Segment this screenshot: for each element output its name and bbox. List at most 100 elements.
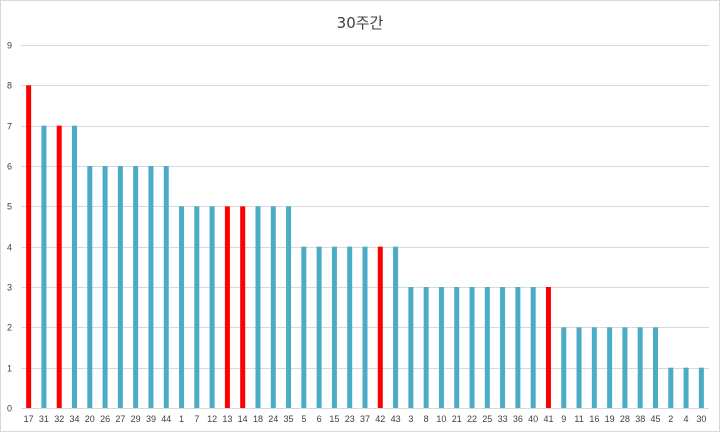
x-tick-label: 17 <box>24 414 34 424</box>
bar-2 <box>668 367 674 408</box>
x-tick-label: 28 <box>620 414 630 424</box>
bar-23 <box>347 246 353 408</box>
bar-7 <box>194 206 200 408</box>
bar-30 <box>698 367 704 408</box>
bar-40 <box>530 287 536 408</box>
bar-17 <box>26 85 32 408</box>
x-tick-label: 6 <box>317 414 322 424</box>
y-tick-label: 5 <box>7 202 12 212</box>
x-tick-label: 32 <box>54 414 64 424</box>
x-tick-label: 16 <box>589 414 599 424</box>
x-tick-label: 36 <box>513 414 523 424</box>
x-tick-label: 15 <box>329 414 339 424</box>
bar-6 <box>316 246 322 408</box>
x-tick-label: 27 <box>115 414 125 424</box>
bar-32 <box>56 125 62 409</box>
x-tick-label: 30 <box>696 414 706 424</box>
bar-20 <box>87 166 93 408</box>
x-tick-label: 31 <box>39 414 49 424</box>
x-tick-label: 40 <box>528 414 538 424</box>
x-tick-label: 26 <box>100 414 110 424</box>
x-tick-label: 23 <box>345 414 355 424</box>
x-tick-label: 4 <box>684 414 689 424</box>
x-tick-label: 1 <box>179 414 184 424</box>
bar-41 <box>545 287 551 408</box>
x-tick-label: 19 <box>605 414 615 424</box>
bar-1 <box>179 206 185 408</box>
bar-31 <box>41 125 47 409</box>
x-tick-label: 10 <box>436 414 446 424</box>
bar-12 <box>209 206 215 408</box>
x-tick-label: 20 <box>85 414 95 424</box>
bar-10 <box>438 287 444 408</box>
x-tick-label: 12 <box>207 414 217 424</box>
bar-18 <box>255 206 261 408</box>
x-tick-label: 14 <box>238 414 248 424</box>
bar-24 <box>270 206 276 408</box>
bar-13 <box>224 206 230 408</box>
bar-25 <box>484 287 490 408</box>
x-tick-label: 24 <box>268 414 278 424</box>
y-tick-label: 1 <box>7 364 12 374</box>
y-tick-label: 4 <box>7 243 12 253</box>
x-tick-label: 43 <box>391 414 401 424</box>
y-tick-label: 7 <box>7 122 12 132</box>
bar-42 <box>377 246 383 408</box>
x-tick-label: 25 <box>482 414 492 424</box>
y-tick-label: 6 <box>7 162 12 172</box>
bar-29 <box>133 166 139 408</box>
bar-39 <box>148 166 154 408</box>
x-tick-label: 45 <box>650 414 660 424</box>
bar-21 <box>454 287 460 408</box>
bar-14 <box>240 206 246 408</box>
x-tick-label: 5 <box>301 414 306 424</box>
bar-35 <box>286 206 292 408</box>
x-tick-label: 2 <box>668 414 673 424</box>
x-tick-label: 18 <box>253 414 263 424</box>
x-tick-label: 3 <box>408 414 413 424</box>
x-tick-label: 13 <box>222 414 232 424</box>
x-tick-label: 41 <box>543 414 553 424</box>
x-tick-label: 34 <box>70 414 80 424</box>
bar-36 <box>515 287 521 408</box>
x-tick-label: 22 <box>467 414 477 424</box>
x-tick-label: 42 <box>375 414 385 424</box>
x-tick-label: 11 <box>574 414 583 424</box>
x-tick-label: 9 <box>561 414 566 424</box>
x-tick-label: 29 <box>131 414 141 424</box>
bar-4 <box>683 367 689 408</box>
bar-22 <box>469 287 475 408</box>
x-tick-label: 21 <box>452 414 462 424</box>
x-tick-label: 44 <box>161 414 171 424</box>
bar-3 <box>408 287 414 408</box>
bar-43 <box>393 246 399 408</box>
bar-19 <box>607 327 613 408</box>
y-tick-label: 3 <box>7 283 12 293</box>
bar-8 <box>423 287 429 408</box>
bar-26 <box>102 166 108 408</box>
x-tick-label: 38 <box>635 414 645 424</box>
bar-27 <box>117 166 123 408</box>
y-tick-label: 9 <box>7 41 12 51</box>
bar-33 <box>500 287 506 408</box>
bar-44 <box>163 166 169 408</box>
y-tick-label: 2 <box>7 323 12 333</box>
bar-28 <box>622 327 628 408</box>
x-tick-label: 33 <box>498 414 508 424</box>
bar-9 <box>561 327 567 408</box>
x-tick-label: 8 <box>424 414 429 424</box>
bar-34 <box>72 125 78 409</box>
bar-38 <box>637 327 643 408</box>
bar-15 <box>331 246 337 408</box>
y-tick-label: 0 <box>7 404 12 414</box>
x-tick-label: 7 <box>194 414 199 424</box>
chart-title: 30주간 <box>336 14 384 32</box>
bar-37 <box>362 246 368 408</box>
bar-5 <box>301 246 307 408</box>
x-tick-label: 37 <box>360 414 370 424</box>
bar-16 <box>591 327 597 408</box>
y-tick-label: 8 <box>7 81 12 91</box>
x-tick-label: 35 <box>284 414 294 424</box>
